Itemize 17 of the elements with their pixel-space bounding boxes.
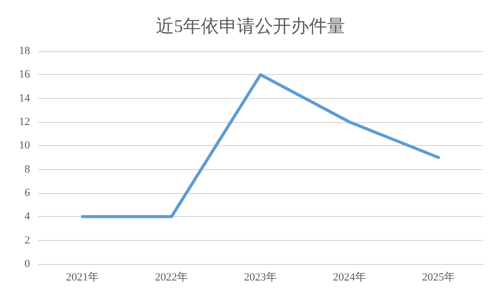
y-tick-label: 10	[19, 140, 30, 152]
x-tick-label: 2023年	[244, 272, 277, 284]
x-tick-label: 2021年	[66, 272, 99, 284]
x-tick-label: 2024年	[333, 272, 366, 284]
y-tick-label: 12	[19, 116, 30, 128]
x-tick-label: 2025年	[422, 272, 455, 284]
y-tick-label: 8	[24, 163, 30, 176]
y-tick-label: 6	[24, 187, 30, 199]
y-tick-label: 4	[24, 210, 30, 223]
chart-title: 近5年依申请公开办件量	[156, 16, 345, 36]
y-tick-label: 18	[19, 45, 30, 57]
y-tick-label: 16	[19, 68, 30, 81]
y-tick-label: 14	[19, 92, 30, 104]
line-series	[81, 73, 440, 218]
y-tick-label: 0	[24, 258, 30, 270]
x-tick-label: 2022年	[155, 272, 188, 284]
y-tick-label: 2	[24, 234, 30, 246]
